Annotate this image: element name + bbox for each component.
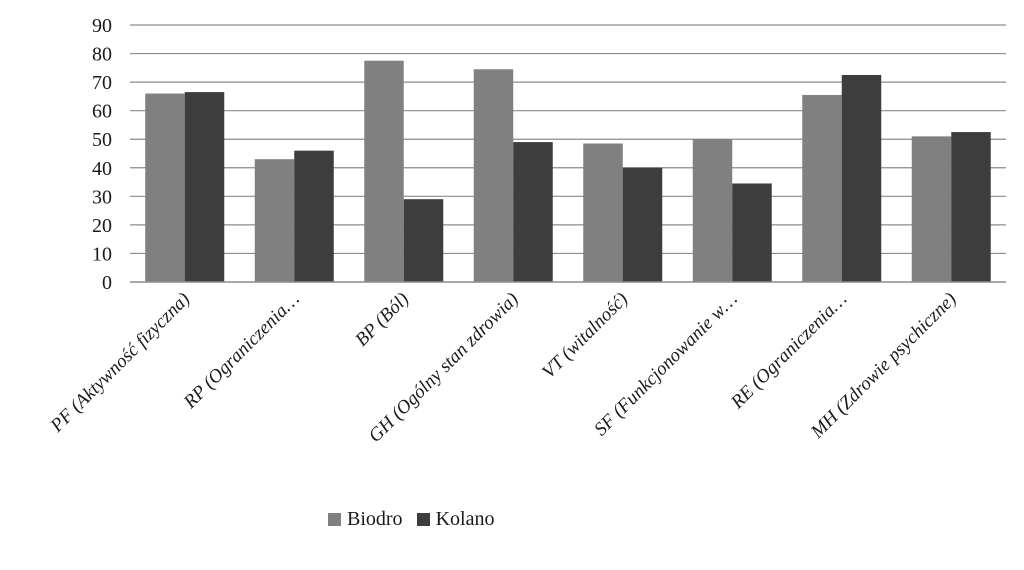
y-tick-label: 90 [92,15,112,37]
y-tick-label: 10 [92,243,112,265]
bar-kolano [513,142,553,282]
bar-kolano [403,199,444,282]
y-tick-label: 60 [92,101,112,123]
bar-biodro [911,136,952,282]
bar-kolano [622,167,663,282]
legend-item-kolano: Kolano [416,508,495,531]
bar-biodro [802,94,842,282]
bar-kolano [184,92,225,282]
bar-kolano [732,183,772,282]
bar-biodro [473,69,514,282]
x-category-label: PF (Aktywność fizyczna) [46,289,194,437]
y-tick-label: 40 [92,158,112,180]
y-tick-label: 80 [92,44,112,66]
y-axis-tick-labels: 0 10 20 30 40 50 60 70 80 90 [92,15,112,294]
legend-label-kolano: Kolano [435,508,495,530]
y-tick-label: 50 [92,129,112,151]
bar-kolano [294,150,334,282]
bar-kolano [951,132,991,282]
x-category-label: BP (Ból) [351,289,413,351]
bar-biodro [692,139,733,282]
bar-biodro [364,60,404,282]
bar-biodro [583,143,623,282]
x-category-label: VT (witalność) [538,289,632,383]
bar-chart: 0 10 20 30 40 50 60 70 80 90 PF (Aktywność fizycz… [46,15,1006,447]
y-tick-label: 20 [92,215,112,237]
legend-swatch-biodro [328,513,341,526]
bar-kolano [841,74,882,282]
legend-label-biodro: Biodro [347,508,403,530]
y-tick-label: 0 [102,272,112,294]
x-axis-category-labels: PF (Aktywność fizyczna)RP (Ograniczenia…… [46,289,961,447]
bar-biodro [254,159,295,282]
legend-item-biodro: Biodro [328,508,403,531]
y-tick-label: 30 [92,186,112,208]
y-tick-label: 70 [92,72,112,94]
legend-swatch-kolano [416,513,430,526]
x-category-label: RE (Ograniczenia… [726,289,851,414]
bars [145,60,991,283]
x-category-label: RP (Ograniczenia… [179,289,304,414]
legend: Biodro Kolano [328,508,494,531]
bar-biodro [145,93,185,283]
